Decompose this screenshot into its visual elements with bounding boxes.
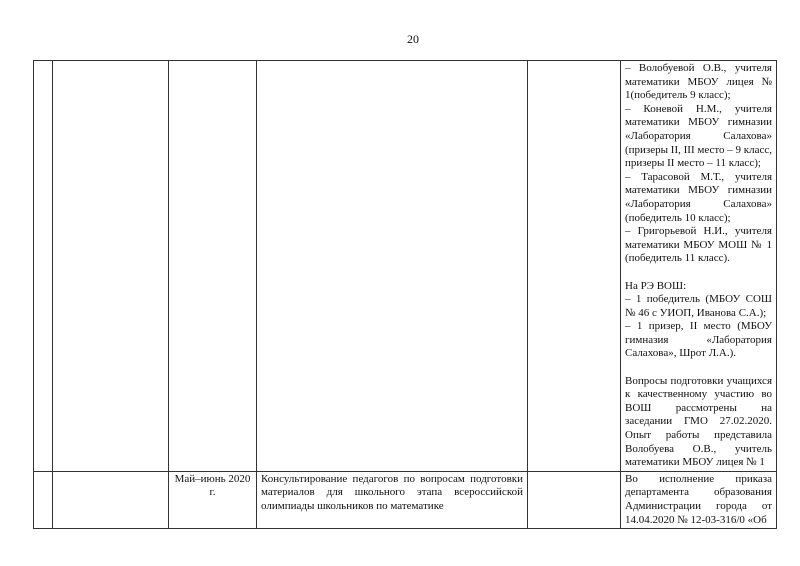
result-line: – Волобуевой О.В., учителя математики МБ… [625, 62, 772, 102]
result-line: – Тарасовой М.Т., учителя математики МБО… [625, 170, 772, 224]
cell-activity: Консультирование педагогов по вопросам п… [256, 470, 528, 530]
result-line: – Григорьевой Н.И., учителя математики М… [625, 225, 772, 265]
cell-responsible [527, 60, 621, 472]
cell-period: Май–июнь 2020 г. [168, 470, 257, 530]
cell-activity [256, 60, 528, 472]
cell-direction [52, 60, 169, 472]
table-row: – Волобуевой О.В., учителя математики МБ… [33, 60, 777, 472]
cell-direction [52, 470, 169, 530]
report-table: – Волобуевой О.В., учителя математики МБ… [33, 60, 777, 530]
table-row: Май–июнь 2020 г. Консультирование педаго… [33, 470, 777, 530]
cell-responsible [527, 470, 621, 530]
page-number: 20 [407, 32, 419, 46]
cell-number [33, 470, 53, 530]
result-line: Вопросы подготовки учащихся к качественн… [625, 374, 772, 469]
result-line: – 1 победитель (МБОУ СОШ № 46 с УИОП, Ив… [625, 293, 772, 319]
result-line: На РЭ ВОШ: [625, 279, 687, 292]
cell-result: – Волобуевой О.В., учителя математики МБ… [620, 60, 777, 472]
cell-period [168, 60, 257, 472]
cell-result: Во исполнение приказа департамента образ… [620, 470, 777, 530]
result-line: – Коневой Н.М., учителя математики МБОУ … [625, 102, 773, 170]
result-line: – 1 призер, II место (МБОУ гимназия «Лаб… [625, 320, 772, 360]
cell-number [33, 60, 53, 472]
